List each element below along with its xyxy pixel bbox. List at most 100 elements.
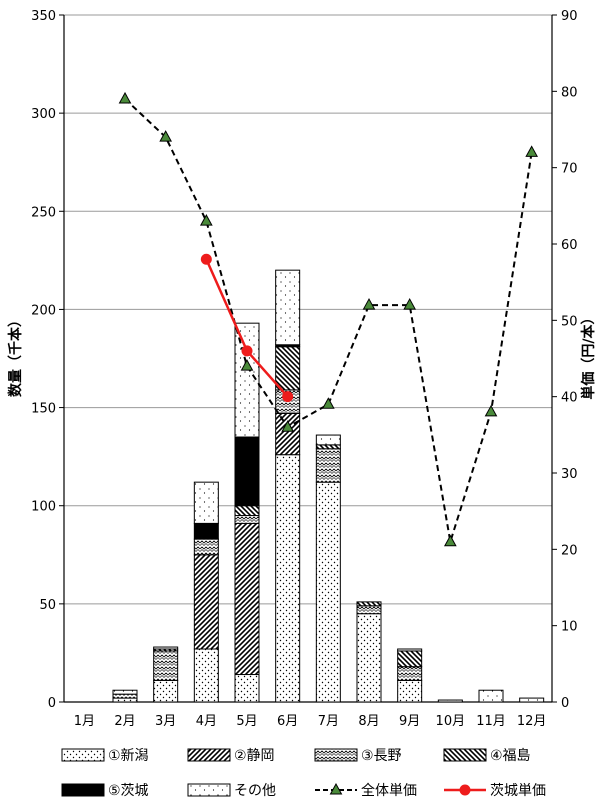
bar-segment: [315, 448, 341, 483]
left-tick-label: 250: [31, 205, 56, 220]
bar-segment: [234, 515, 260, 524]
bars: [112, 269, 545, 703]
legend-label: ⑤茨城: [108, 783, 149, 799]
ibaraki-price-point: [200, 253, 212, 265]
right-tick-label: 0: [561, 696, 569, 711]
x-tick-label: 9月: [399, 714, 420, 729]
right-tick-label: 50: [561, 314, 578, 329]
legend-label: ④福島: [490, 748, 531, 764]
x-tick-label: 8月: [358, 714, 379, 729]
overall-price-point: [484, 404, 498, 417]
left-tick-label: 50: [39, 598, 56, 613]
overall-price-point: [321, 397, 335, 409]
legend: ①新潟 ②静岡 ③長野 ④福島 ⑤茨城 その他 全体単価 茨城単価: [61, 748, 546, 799]
bar-segment: [356, 613, 382, 703]
left-tick-label: 300: [31, 107, 56, 122]
right-tick-label: 90: [561, 9, 578, 24]
x-tick-label: 10月: [436, 714, 466, 729]
bar-segment: [153, 650, 179, 681]
right-tick-label: 40: [561, 391, 578, 406]
right-tick-label: 30: [561, 467, 578, 482]
x-tick-label: 11月: [476, 714, 506, 729]
x-tick-label: 2月: [114, 714, 135, 729]
legend-label: ①新潟: [108, 748, 149, 764]
bar-segment: [112, 693, 138, 699]
ibaraki-price-point: [282, 391, 294, 403]
overall-price-point: [403, 298, 417, 310]
bar-segment: [315, 434, 341, 446]
bar-segment: [356, 601, 382, 607]
bar-segment: [397, 679, 423, 703]
legend-marker: [459, 784, 471, 796]
y-axis-right-label: 単価（円/本）: [580, 310, 597, 399]
legend-label: その他: [234, 783, 276, 799]
overall-price-point: [443, 534, 457, 547]
bar-segment: [437, 699, 463, 703]
overall-price-line: [124, 98, 533, 542]
x-tick-label: 7月: [318, 714, 339, 729]
bar-segment: [234, 322, 260, 438]
left-tick-label: 350: [31, 9, 56, 24]
x-tick-label: 3月: [155, 714, 176, 729]
bar-segment: [234, 505, 260, 517]
bar-segment: [397, 666, 423, 681]
x-tick-label: 1月: [74, 714, 95, 729]
legend-swatch: [314, 748, 358, 762]
overall-price-point: [240, 359, 254, 371]
bar-segment: [315, 481, 341, 703]
left-tick-label: 100: [31, 500, 56, 515]
left-tick-label: 150: [31, 402, 56, 417]
legend-label: ②静岡: [234, 748, 275, 764]
bar-segment: [193, 554, 219, 650]
bar-segment: [112, 697, 138, 703]
y-axis-left-label: 数量（千本）: [7, 313, 24, 397]
overall-price-point: [525, 145, 539, 157]
legend-swatch: [187, 783, 231, 797]
bar-segment: [234, 436, 260, 507]
bar-segment: [193, 648, 219, 703]
bar-segment: [234, 674, 260, 703]
legend-marker: [329, 782, 343, 795]
bar-segment: [193, 538, 219, 556]
bar-segment: [112, 689, 138, 695]
bar-segment: [315, 444, 341, 450]
bar-segment: [275, 346, 301, 391]
right-tick-label: 60: [561, 238, 578, 253]
overall-price-point: [281, 420, 295, 432]
bar-segment: [478, 689, 504, 703]
legend-label: 茨城単価: [490, 783, 546, 799]
axes: 0 50 100 150 200 250 300 350 0 10 20 30 40 50 60 70 80 90…: [31, 9, 577, 729]
bar-segment: [153, 679, 179, 703]
left-tick-label: 200: [31, 303, 56, 318]
bar-segment: [397, 648, 423, 652]
x-tick-label: 12月: [517, 714, 547, 729]
bar-segment: [275, 269, 301, 346]
right-tick-label: 70: [561, 162, 578, 177]
overall-price-point: [199, 214, 213, 226]
bar-segment: [275, 412, 301, 456]
legend-label: 全体単価: [361, 782, 417, 799]
bar-segment: [193, 522, 219, 540]
legend-label: ③長野: [361, 748, 402, 764]
overall-price-point: [118, 91, 132, 104]
right-tick-label: 80: [561, 85, 578, 100]
bar-segment: [153, 646, 179, 650]
overall-price-point: [159, 130, 173, 142]
x-tick-label: 6月: [277, 714, 298, 729]
left-tick-label: 0: [48, 696, 56, 711]
bar-segment: [234, 522, 260, 676]
overall-price-point: [362, 298, 376, 310]
legend-swatch: [187, 748, 231, 762]
legend-swatch: [61, 748, 105, 762]
legend-swatch: [61, 783, 105, 797]
x-tick-label: 4月: [196, 714, 217, 729]
bar-segment: [193, 481, 219, 524]
bar-segment: [519, 697, 545, 703]
x-tick-label: 5月: [236, 714, 257, 729]
lines: [118, 91, 539, 547]
legend-swatch: [443, 748, 487, 762]
right-tick-label: 20: [561, 543, 578, 558]
ibaraki-price-point: [241, 345, 253, 357]
right-tick-label: 10: [561, 620, 578, 635]
